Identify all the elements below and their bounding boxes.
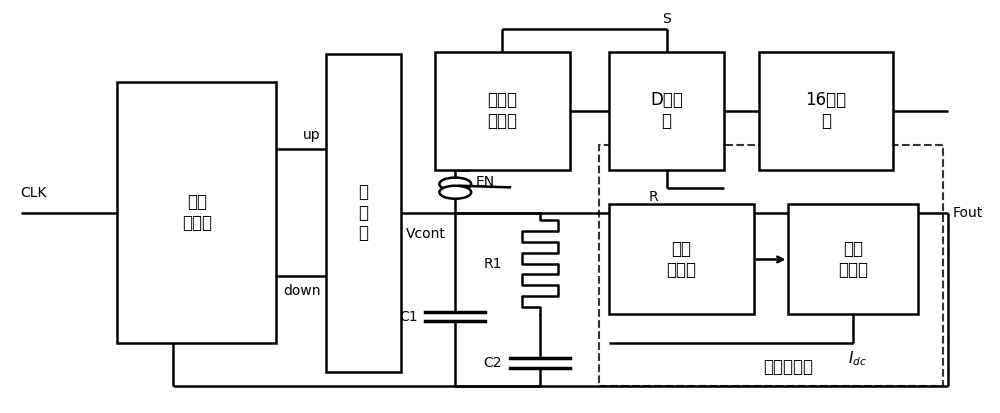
Text: D触发
器: D触发 器 (650, 91, 683, 130)
Text: up: up (303, 128, 321, 142)
FancyBboxPatch shape (759, 52, 893, 170)
Text: 电压
转电流: 电压 转电流 (666, 240, 696, 279)
Text: 16分频
器: 16分频 器 (805, 91, 846, 130)
Text: R1: R1 (483, 256, 502, 271)
FancyBboxPatch shape (609, 52, 724, 170)
Text: Fout: Fout (952, 206, 983, 220)
Text: 流控
振荡器: 流控 振荡器 (838, 240, 868, 279)
Text: 鉴频
鉴相器: 鉴频 鉴相器 (182, 193, 212, 232)
Text: 压控振荡器: 压控振荡器 (763, 358, 813, 375)
Text: C1: C1 (399, 309, 417, 323)
Text: CLK: CLK (21, 186, 47, 200)
Text: $I_{dc}$: $I_{dc}$ (848, 349, 867, 368)
FancyBboxPatch shape (326, 54, 401, 372)
Text: R: R (649, 190, 659, 204)
Circle shape (439, 186, 471, 199)
Text: 快速充
电模块: 快速充 电模块 (487, 91, 517, 130)
Text: Vcont: Vcont (406, 227, 445, 241)
FancyBboxPatch shape (117, 82, 276, 343)
Circle shape (439, 178, 471, 191)
Text: down: down (284, 283, 321, 297)
FancyBboxPatch shape (435, 52, 570, 170)
Text: 电
荷
泵: 电 荷 泵 (358, 183, 368, 242)
Text: S: S (662, 12, 671, 26)
Text: EN: EN (475, 175, 494, 189)
FancyBboxPatch shape (788, 204, 918, 314)
FancyBboxPatch shape (609, 204, 754, 314)
Text: C2: C2 (483, 356, 502, 370)
